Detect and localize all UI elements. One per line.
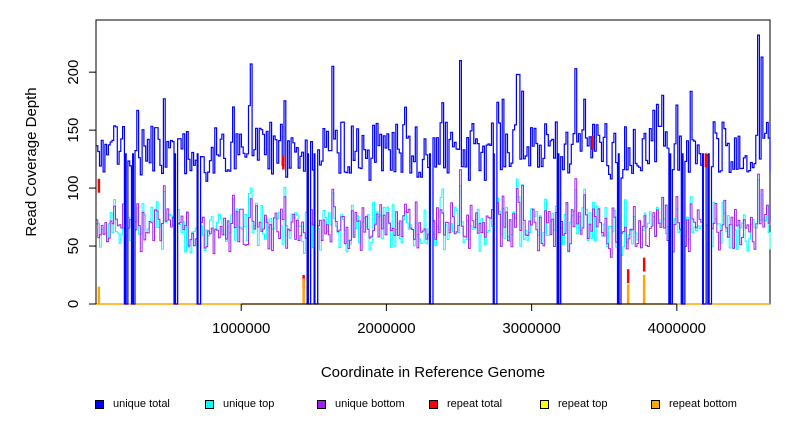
x-tick-label: 1000000 [212, 320, 270, 337]
legend-swatch [317, 399, 326, 409]
legend-item: unique bottom [317, 398, 405, 410]
legend-item: repeat top [540, 398, 608, 410]
legend-label: unique top [223, 398, 275, 410]
y-axis-label: Read Coverage Depth [23, 87, 40, 236]
legend-swatch [651, 399, 660, 409]
legend: unique total unique top unique bottom repea… [0, 398, 792, 420]
legend-swatch [540, 399, 549, 409]
x-tick-label: 3000000 [502, 320, 560, 337]
coverage-chart: 1000000 2000000 3000000 4000000 0 50 100 150 200… [23, 19, 771, 381]
legend-swatch [205, 399, 214, 409]
legend-swatch [429, 399, 438, 409]
y-tick-label: 0 [65, 300, 82, 308]
legend-item: unique total [95, 398, 170, 410]
x-tick-label: 2000000 [357, 320, 415, 337]
legend-item: unique top [205, 398, 274, 410]
legend-label: unique bottom [335, 398, 405, 410]
y-tick-label: 150 [65, 118, 82, 143]
legend-item: repeat bottom [651, 398, 737, 410]
y-tick-label: 50 [65, 238, 82, 255]
legend-swatch [95, 399, 104, 409]
series-unique-total [96, 34, 771, 305]
x-axis-label: Coordinate in Reference Genome [321, 364, 545, 381]
x-tick-label: 4000000 [648, 320, 706, 337]
y-tick-label: 200 [65, 60, 82, 85]
legend-label: repeat bottom [669, 398, 737, 410]
legend-label: unique total [113, 398, 170, 410]
y-tick-label: 100 [65, 176, 82, 201]
legend-item: repeat total [429, 398, 502, 410]
legend-label: repeat top [558, 398, 608, 410]
legend-label: repeat total [447, 398, 503, 410]
